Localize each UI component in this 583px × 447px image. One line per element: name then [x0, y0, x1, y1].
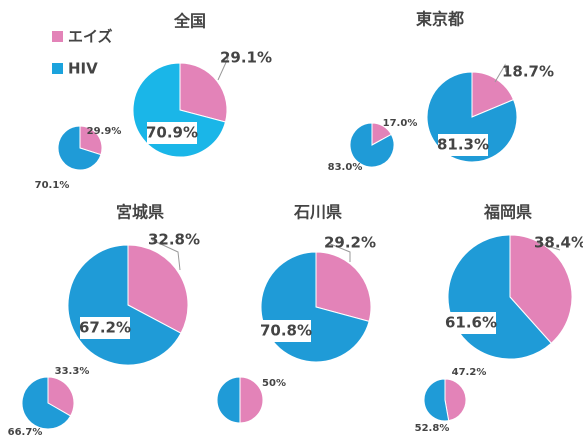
data-label: 29.1%	[220, 49, 272, 67]
leader-line	[217, 57, 229, 81]
legend-label: エイズ	[68, 28, 113, 46]
data-label: 67.2%	[79, 319, 131, 337]
pie-slice	[179, 62, 228, 123]
pie-slice	[216, 376, 241, 424]
pie-slice	[509, 234, 573, 344]
label-box	[438, 134, 488, 156]
data-label: 61.6%	[445, 314, 497, 332]
leader-line	[151, 239, 181, 271]
data-label: 81.3%	[437, 136, 489, 154]
data-label: 17.0%	[383, 118, 418, 129]
pie-slice	[127, 244, 189, 334]
data-label: 52.8%	[415, 423, 450, 434]
data-label: 33.3%	[55, 366, 90, 377]
pie-title: 福岡県	[483, 203, 532, 222]
pie-slice	[315, 251, 372, 322]
data-label: 70.8%	[260, 322, 312, 340]
leader-line	[537, 242, 561, 251]
pie-slice	[57, 125, 102, 171]
legend-swatch	[52, 63, 63, 74]
leader-line	[327, 242, 351, 262]
label-box	[147, 122, 197, 144]
data-label: 47.2%	[452, 367, 487, 378]
pie-title: 宮城県	[116, 203, 164, 222]
label-box	[261, 320, 311, 342]
pie-title: 全国	[173, 12, 206, 31]
pie-slice	[444, 378, 467, 422]
data-label: 29.9%	[87, 126, 122, 137]
label-box	[446, 312, 496, 334]
data-label: 66.7%	[8, 427, 43, 438]
legend-swatch	[52, 31, 63, 42]
pie-slice	[79, 125, 103, 156]
data-label: 70.1%	[35, 180, 70, 191]
data-label: 83.0%	[328, 162, 363, 173]
pie-slice	[239, 376, 264, 424]
data-label: 50%	[262, 378, 286, 389]
data-label: 38.4%	[534, 234, 583, 252]
data-label: 18.7%	[502, 63, 554, 81]
pie-title: 東京都	[416, 10, 464, 29]
data-label: 32.8%	[148, 231, 200, 249]
pie-slice	[423, 378, 450, 422]
pie-slice	[349, 122, 395, 168]
data-label: 70.9%	[146, 124, 198, 142]
data-label: 29.2%	[324, 234, 376, 252]
legend-label: HIV	[68, 60, 98, 78]
leader-line	[494, 63, 507, 83]
pie-slice	[21, 376, 72, 430]
label-box	[80, 317, 130, 339]
pie-title: 石川県	[293, 203, 342, 222]
